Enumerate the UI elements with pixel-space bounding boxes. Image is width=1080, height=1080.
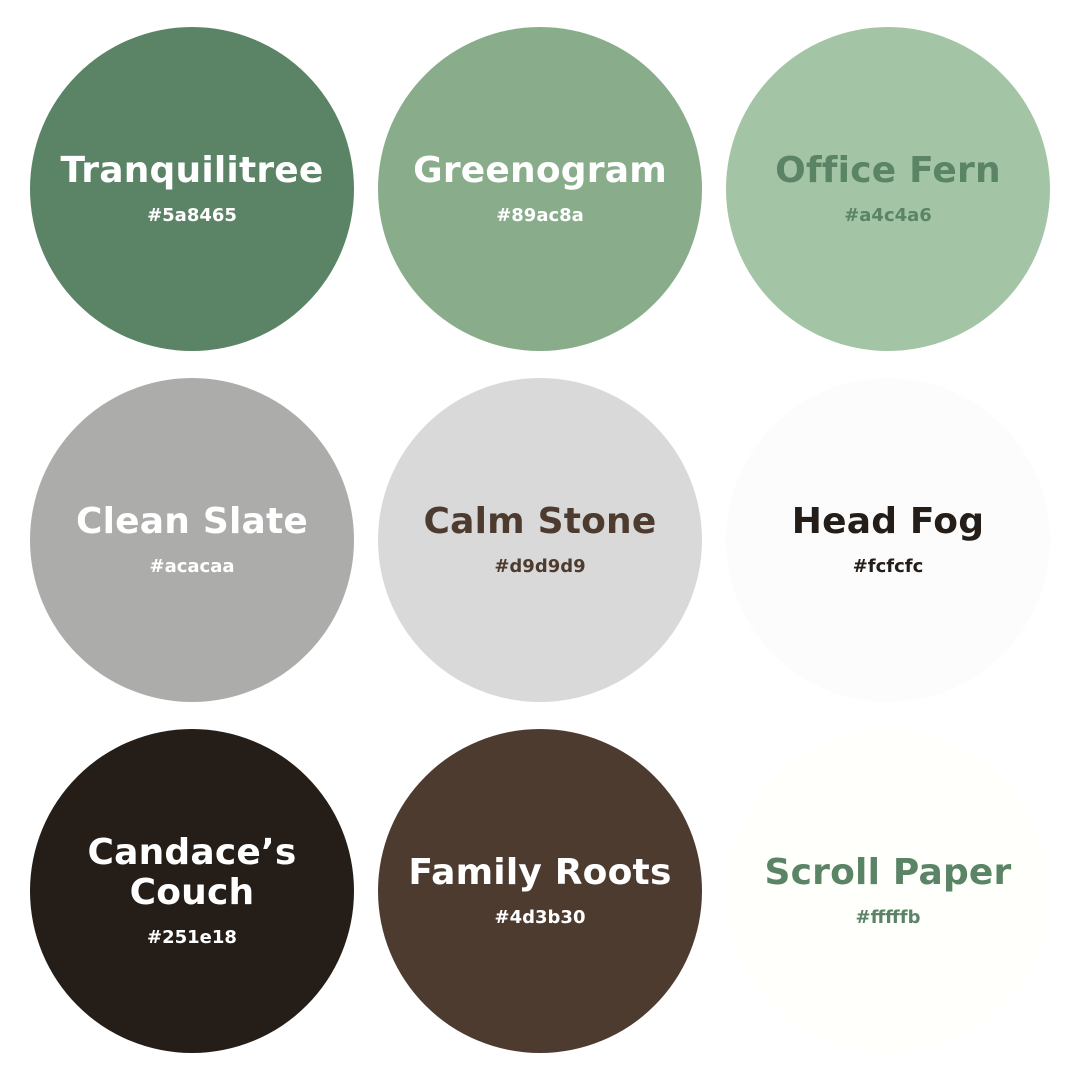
swatch-hex: #d9d9d9: [494, 556, 586, 577]
swatch-hex: #acacaa: [149, 556, 235, 577]
swatch-candaces-couch: Candace’s Couch #251e18: [30, 729, 354, 1053]
swatch-name: Greenogram: [413, 150, 667, 191]
swatch-hex: #5a8465: [147, 205, 237, 226]
swatch-tranquilitree: Tranquilitree #5a8465: [30, 27, 354, 351]
swatch-office-fern: Office Fern #a4c4a6: [726, 27, 1050, 351]
swatch-name: Clean Slate: [75, 501, 309, 542]
swatch-name: Scroll Paper: [764, 852, 1012, 893]
swatch-hex: #251e18: [147, 927, 237, 948]
swatch-name: Calm Stone: [423, 501, 657, 542]
swatch-name: Family Roots: [408, 852, 672, 893]
swatch-name: Tranquilitree: [60, 150, 324, 191]
swatch-head-fog: Head Fog #fcfcfc: [726, 378, 1050, 702]
swatch-name: Head Fog: [791, 501, 985, 542]
swatch-name: Candace’s Couch: [87, 832, 297, 913]
swatch-clean-slate: Clean Slate #acacaa: [30, 378, 354, 702]
swatch-name: Office Fern: [775, 150, 1001, 191]
swatch-family-roots: Family Roots #4d3b30: [378, 729, 702, 1053]
swatch-calm-stone: Calm Stone #d9d9d9: [378, 378, 702, 702]
swatch-hex: #fffffb: [855, 907, 921, 928]
swatch-hex: #4d3b30: [494, 907, 586, 928]
swatch-scroll-paper: Scroll Paper #fffffb: [726, 729, 1050, 1053]
swatch-greenogram: Greenogram #89ac8a: [378, 27, 702, 351]
swatch-hex: #fcfcfc: [852, 556, 924, 577]
swatch-hex: #a4c4a6: [844, 205, 932, 226]
swatch-hex: #89ac8a: [496, 205, 584, 226]
